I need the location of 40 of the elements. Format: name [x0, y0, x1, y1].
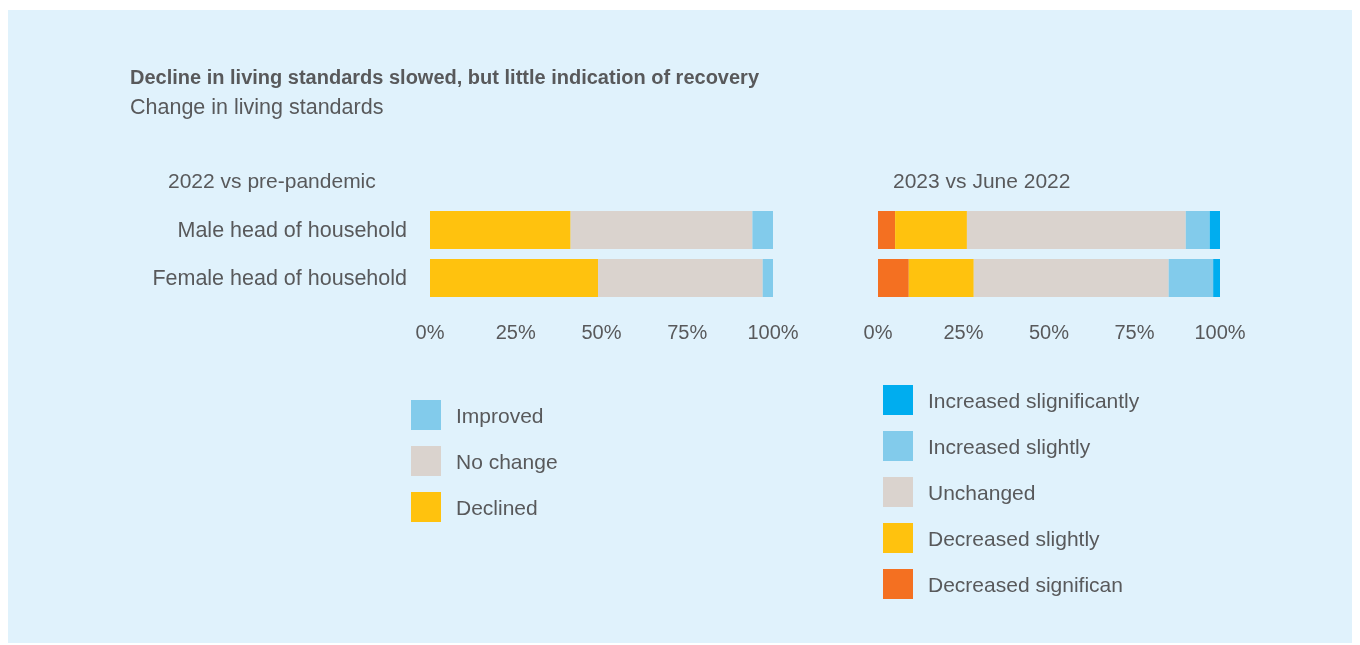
bar — [570, 211, 753, 249]
x-tick-label: 25% — [943, 321, 984, 343]
bar — [762, 259, 773, 297]
legend-label: Increased slightly — [928, 434, 1091, 458]
legend-label: Unchanged — [928, 480, 1036, 504]
legend-label: Decreased slightly — [928, 526, 1101, 550]
bar — [1209, 211, 1220, 249]
bar — [1185, 211, 1210, 249]
x-tick-label: 50% — [581, 321, 622, 343]
bar — [973, 259, 1169, 297]
x-tick-label: 50% — [1028, 321, 1070, 343]
bar — [908, 259, 974, 297]
y-tick-label: Male head of household — [177, 218, 407, 242]
bar — [1213, 259, 1220, 297]
x-tick-label: 100% — [1194, 321, 1246, 343]
x-tick-label: 0% — [415, 321, 445, 343]
bar — [598, 259, 763, 297]
text: Decline in living standards slowed, but little indication of recovery — [130, 65, 760, 89]
x-tick-label: 75% — [667, 321, 708, 343]
x-tick-label: 75% — [1114, 321, 1155, 343]
bar — [1168, 259, 1214, 297]
chart-title: 2023 vs June 2022 — [893, 169, 1071, 192]
bar — [878, 259, 909, 297]
bar — [430, 211, 571, 249]
y-tick-label: Female head of household — [152, 266, 407, 290]
bar — [752, 211, 773, 249]
bar — [430, 259, 599, 297]
x-tick-label: 0% — [863, 321, 893, 343]
legend-label: Decreased significan — [928, 572, 1123, 596]
x-tick-label: 100% — [747, 321, 799, 343]
bar — [966, 211, 1186, 249]
chart-title: 2022 vs pre-pandemic — [168, 169, 376, 192]
legend-label: No change — [456, 449, 558, 473]
legend-label: Increased slignificantly — [928, 388, 1140, 412]
bar — [878, 211, 896, 249]
legend-label: Improved — [456, 403, 544, 427]
text: Change in living standards — [130, 94, 385, 121]
bar — [895, 211, 967, 249]
x-tick-label: 25% — [495, 321, 536, 343]
legend-label: Declined — [456, 495, 538, 519]
